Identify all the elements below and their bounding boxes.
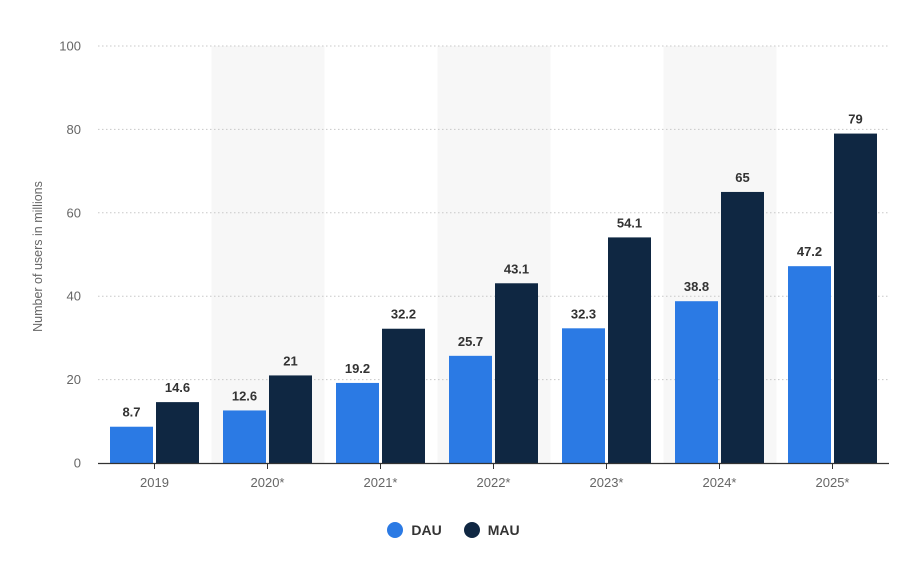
axes: 0 20 40 60 80 100 2019 2020* 2021* 2022* 2023* 2024… <box>59 39 889 490</box>
data-label-dau: 19.2 <box>345 361 370 376</box>
y-tick-label: 80 <box>67 122 81 137</box>
x-tick-label: 2023* <box>590 475 624 490</box>
data-label-dau: 38.8 <box>684 279 709 294</box>
data-label-mau: 14.6 <box>165 380 190 395</box>
legend: DAU MAU <box>0 522 907 538</box>
data-label-dau: 47.2 <box>797 244 822 259</box>
bar-dau[interactable] <box>788 266 831 463</box>
data-label-dau: 12.6 <box>232 388 257 403</box>
data-label-mau: 65 <box>735 170 749 185</box>
bar-mau[interactable] <box>495 283 538 463</box>
data-label-dau: 32.3 <box>571 306 596 321</box>
data-label-mau: 54.1 <box>617 215 642 230</box>
data-label-mau: 32.2 <box>391 307 416 322</box>
legend-label-dau: DAU <box>411 522 442 538</box>
y-tick-label: 100 <box>59 39 81 54</box>
bar-mau[interactable] <box>269 375 312 463</box>
y-tick-label: 20 <box>67 372 81 387</box>
legend-label-mau: MAU <box>487 522 520 538</box>
legend-marker-mau <box>463 522 480 538</box>
legend-item-dau[interactable]: DAU <box>387 522 442 538</box>
data-label-mau: 43.1 <box>504 261 529 276</box>
bar-mau[interactable] <box>834 133 877 463</box>
bar-dau[interactable] <box>449 355 492 463</box>
x-tick-label: 2020* <box>251 475 285 490</box>
legend-marker-dau <box>387 522 404 538</box>
bar-dau[interactable] <box>562 328 605 463</box>
bars <box>110 133 877 463</box>
bar-dau[interactable] <box>336 382 379 463</box>
x-tick-label: 2024* <box>703 475 737 490</box>
data-label-dau: 25.7 <box>458 334 483 349</box>
bar-mau[interactable] <box>382 328 425 463</box>
y-tick-label: 0 <box>74 456 81 471</box>
bar-mau[interactable] <box>608 237 651 463</box>
bar-dau[interactable] <box>110 426 153 463</box>
x-tick-label: 2022* <box>477 475 511 490</box>
bar-dau[interactable] <box>675 301 718 463</box>
data-labels: 8.7 14.6 12.6 21 19.2 32.2 25.7 43.1 32.3 54.1 38.… <box>122 112 862 420</box>
data-label-mau: 21 <box>283 353 297 368</box>
y-tick-label: 40 <box>67 289 81 304</box>
y-axis-label: Number of users in millions <box>31 181 45 332</box>
x-tick-label: 2025* <box>816 475 850 490</box>
x-tick-label: 2021* <box>364 475 398 490</box>
bar-dau[interactable] <box>223 410 266 463</box>
bar-mau[interactable] <box>721 191 764 463</box>
legend-item-mau[interactable]: MAU <box>463 522 520 538</box>
y-tick-label: 60 <box>67 205 81 220</box>
x-tick-label: 2019 <box>140 475 169 490</box>
bar-mau[interactable] <box>156 402 199 463</box>
data-label-mau: 79 <box>848 112 862 127</box>
data-label-dau: 8.7 <box>122 405 140 420</box>
